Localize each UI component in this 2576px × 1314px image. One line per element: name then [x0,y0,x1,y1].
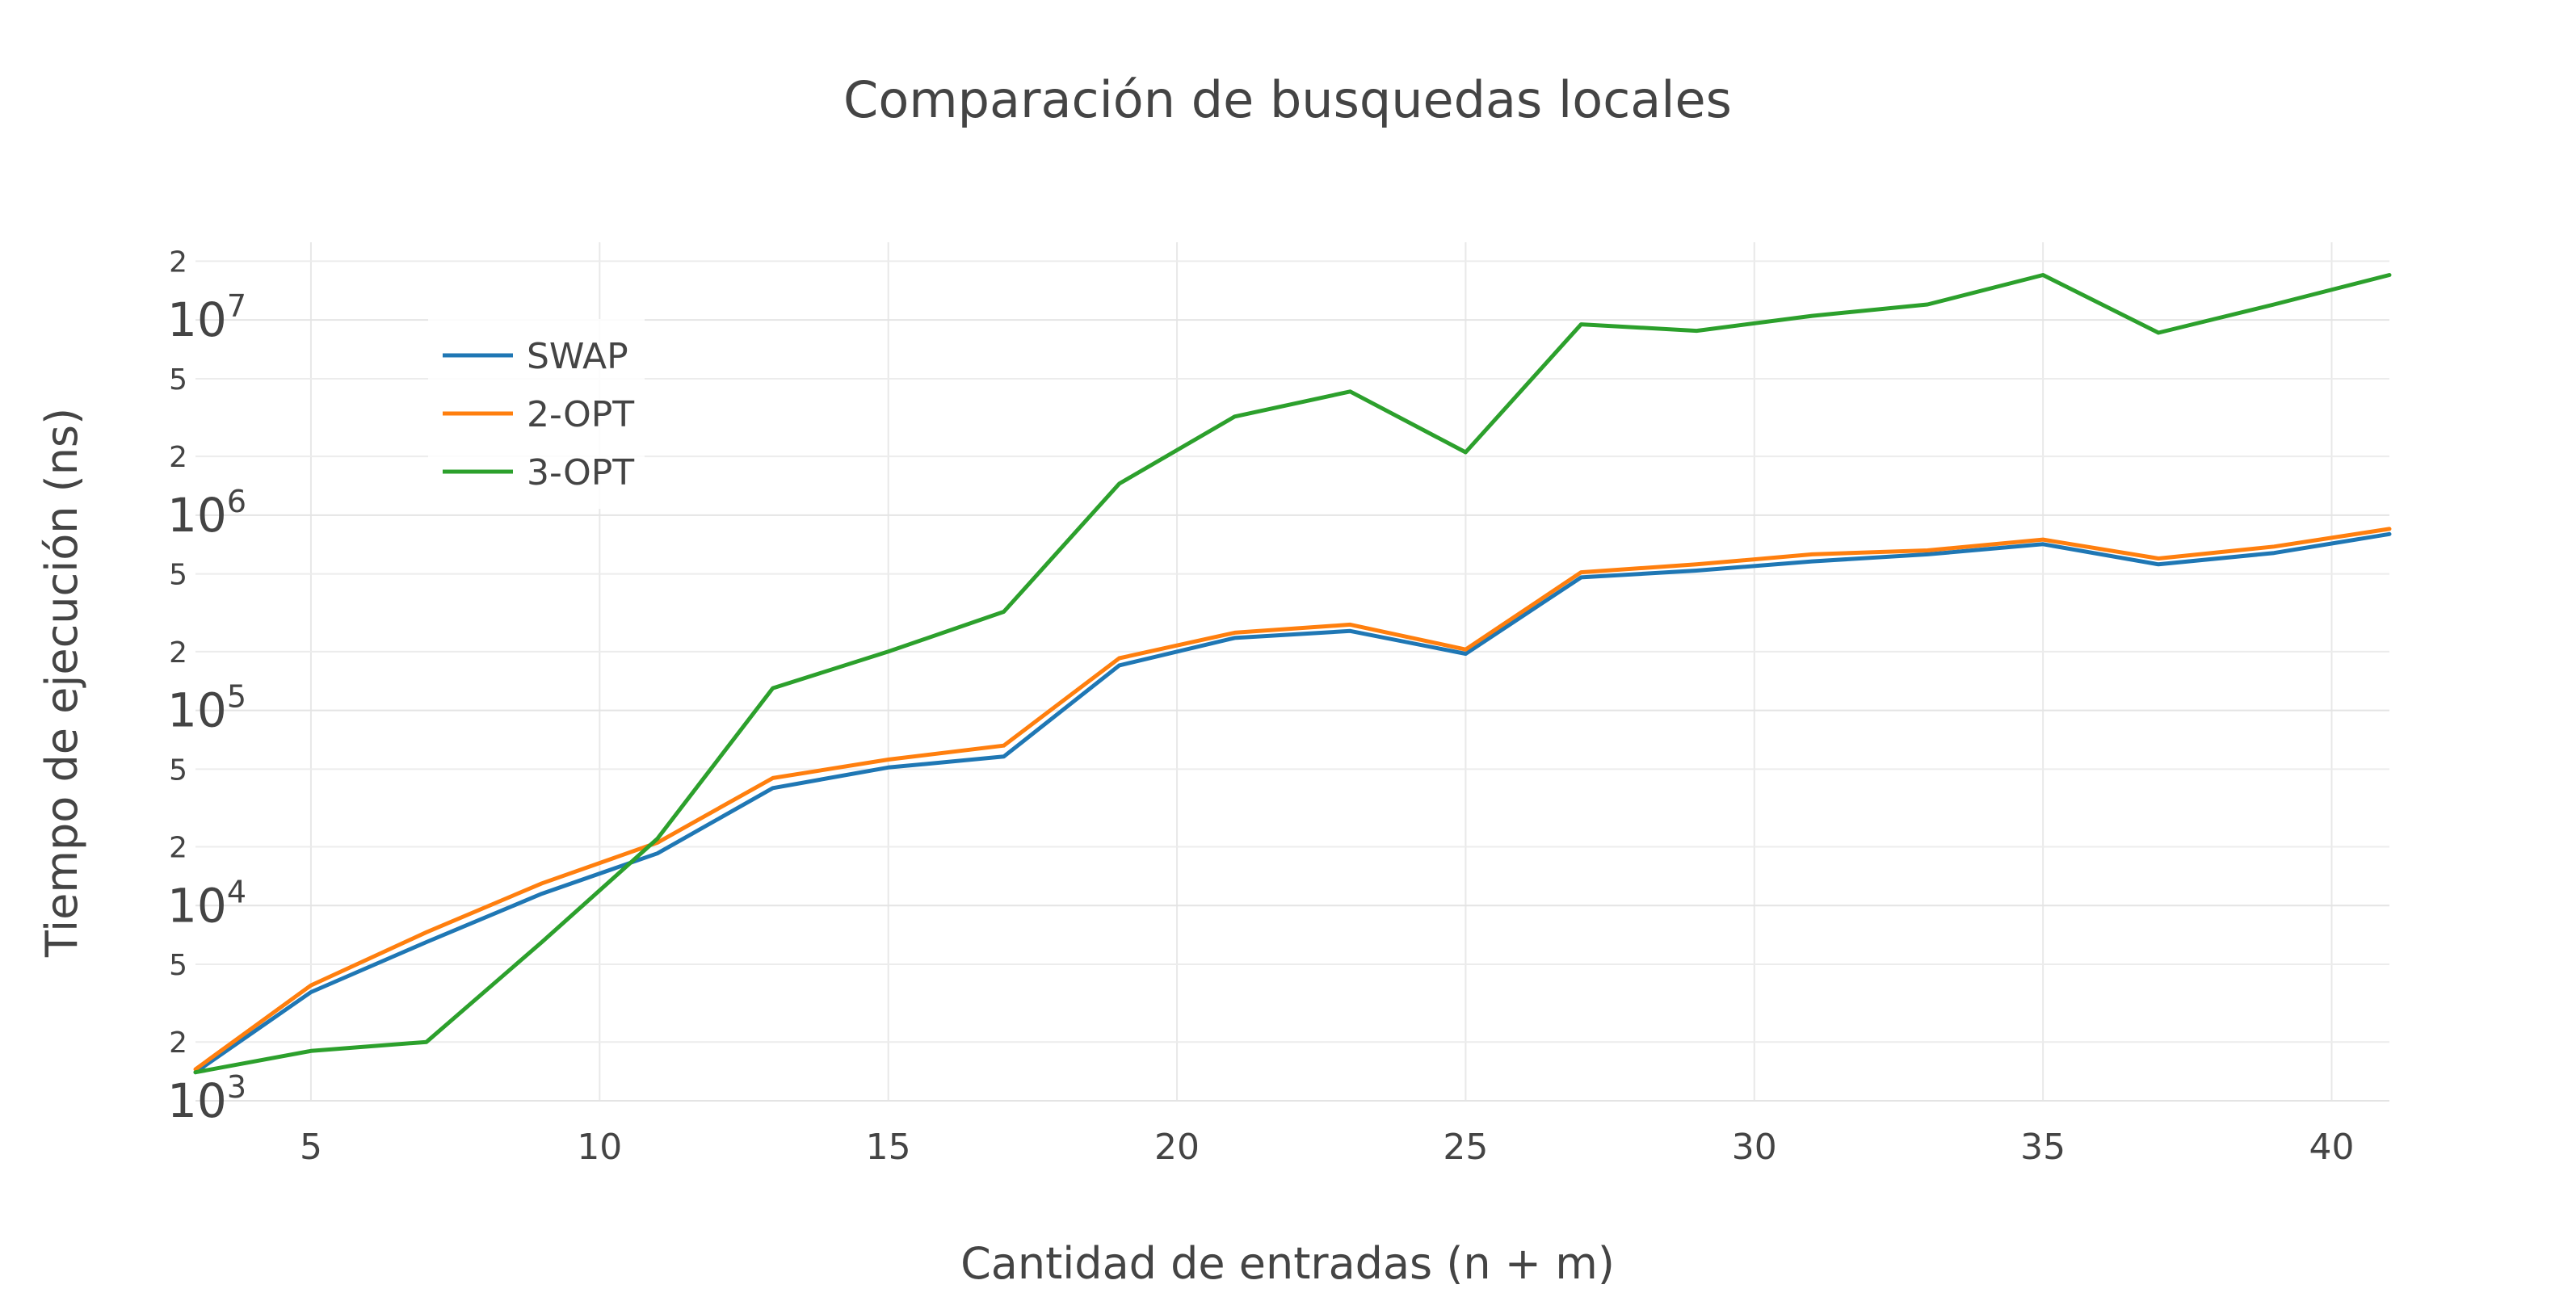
x-tick-label: 30 [1732,1127,1777,1168]
x-tick-label: 15 [866,1127,911,1168]
y-axis-title: Tiempo de ejecución (ns) [36,408,87,958]
x-tick-label: 5 [300,1127,322,1168]
y-major-tick-label: 107 [167,288,246,347]
x-tick-label: 10 [577,1127,622,1168]
x-axis-title: Cantidad de entradas (n + m) [960,1238,1615,1289]
y-major-tick-label: 103 [167,1069,246,1128]
y-minor-tick-label: 2 [169,246,187,279]
legend-label-swap: SWAP [527,336,628,377]
y-axis-ticks: 2 5 2 5 2 5 2 5 2 103 104 105 106 107 [167,246,246,1128]
x-axis-ticks: 5 10 15 20 25 30 35 40 [300,1127,2355,1168]
series-lines [193,273,2392,1075]
y-minor-tick-label: 5 [169,754,187,787]
series-line-3-opt [193,273,2392,1075]
chart-title: Comparación de busquedas locales [843,70,1732,129]
series-line-2-opt [193,527,2392,1072]
legend: SWAP 2-OPT 3-OPT [428,319,645,509]
y-major-tick-label: 105 [167,679,246,738]
y-minor-tick-label: 5 [169,559,187,592]
x-tick-label: 25 [1443,1127,1488,1168]
y-minor-tick-label: 2 [169,636,187,670]
series-line-swap [193,531,2392,1075]
y-major-tick-label: 106 [167,484,246,543]
legend-label-2-opt: 2-OPT [527,394,634,435]
legend-label-3-opt: 3-OPT [527,452,634,493]
x-tick-label: 35 [2020,1127,2065,1168]
y-minor-tick-label: 5 [169,949,187,982]
y-minor-tick-label: 5 [169,363,187,397]
x-tick-label: 40 [2309,1127,2355,1168]
y-minor-tick-label: 2 [169,832,187,865]
y-minor-tick-label: 2 [169,1026,187,1060]
y-major-tick-label: 104 [167,874,246,933]
y-minor-tick-label: 2 [169,441,187,474]
grid-lines [195,242,2389,1102]
x-tick-label: 20 [1154,1127,1200,1168]
